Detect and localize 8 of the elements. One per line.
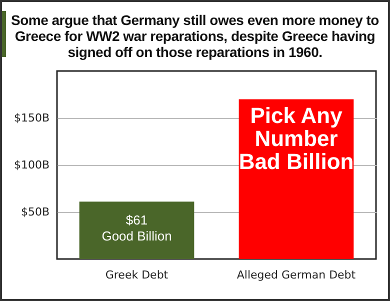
y-tick-label: $50B: [20, 206, 50, 218]
annotation: Pick Any Number Bad Billion: [238, 103, 354, 174]
chart-title: Some argue that Germany still owes even more money to Greece for WW2 war reparations, despite Greece having signed off on those reparations in 1960.: [10, 12, 380, 60]
x-tick-label: Greek Debt: [105, 268, 169, 282]
x-tick-label: Alleged German Debt: [236, 268, 356, 282]
y-tick-label: $100B: [14, 158, 50, 172]
annotation: $61 Good Billion: [102, 212, 172, 244]
y-tick-label: $150B: [14, 112, 50, 124]
